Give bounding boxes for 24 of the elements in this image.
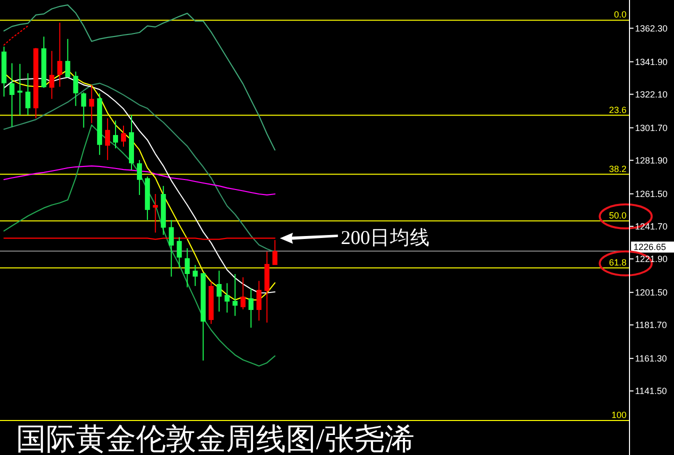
y-tick-label: 1341.90 (635, 56, 668, 67)
annotation: 38.2 (608, 164, 626, 174)
y-tick-label: 1301.70 (635, 122, 668, 133)
annotation: 100 (611, 410, 626, 420)
line-series (3, 124, 276, 367)
annotation: 50.0 (608, 210, 626, 220)
y-tick-label: 1322.10 (635, 89, 668, 100)
ref-line-label: 1226.65 (634, 242, 666, 252)
y-tick-label: 1362.30 (635, 23, 668, 34)
line-series (3, 4, 276, 151)
y-tick-label: 1241.70 (635, 221, 668, 232)
annotation: 200日均线 (340, 227, 430, 250)
y-tick-label: 1201.50 (635, 287, 668, 298)
price-tag: 1226.65 (631, 242, 674, 253)
annotation: 61.8 (608, 257, 626, 268)
y-tick-label: 1261.50 (635, 188, 668, 199)
line-series (3, 25, 28, 46)
y-tick-label: 1281.90 (635, 155, 668, 166)
y-tick-label: 1161.30 (635, 353, 667, 364)
text: 国际黄金伦敦金周线图/张尧浠 (16, 423, 414, 455)
annotation: 23.6 (608, 104, 626, 115)
annotation: 0.0 (614, 10, 626, 20)
y-tick-label: 1141.50 (635, 386, 667, 396)
y-tick-label: 1181.70 (635, 320, 667, 330)
